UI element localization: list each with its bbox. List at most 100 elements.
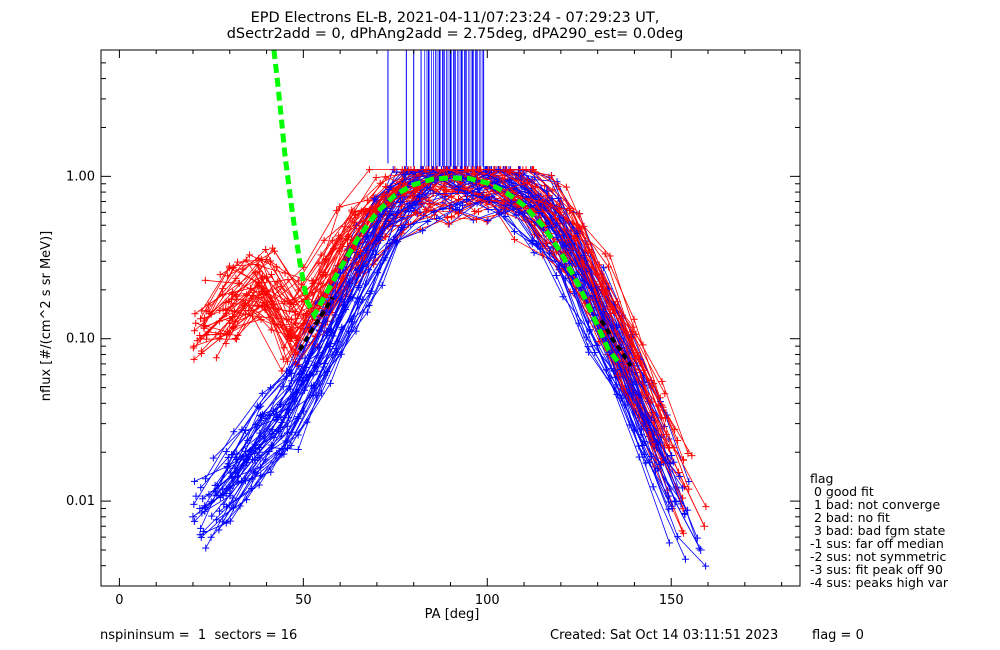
trace-point <box>332 344 340 352</box>
trace-point <box>254 302 262 310</box>
trace-point <box>397 198 405 206</box>
legend-item-fit-peak-off-90: -3 sus: fit peak off 90 <box>810 562 943 577</box>
trace-point <box>441 179 449 187</box>
trace-point <box>685 478 693 486</box>
trace-point <box>279 383 287 391</box>
core-fit-curve <box>297 296 335 352</box>
trace-point <box>308 277 316 285</box>
trace-point <box>595 338 603 346</box>
trace-point <box>322 255 330 263</box>
trace-point <box>320 269 328 277</box>
trace-point <box>411 208 419 216</box>
data-point-fit_blue <box>696 545 705 554</box>
pitch-angle-traces <box>188 166 710 570</box>
trace-point <box>642 390 650 398</box>
trace-point <box>640 366 648 374</box>
trace-point <box>298 281 306 289</box>
trace-point <box>512 211 520 219</box>
trace-point <box>190 477 198 485</box>
legend-item-bad-fgm-state: 3 bad: bad fgm state <box>810 523 946 538</box>
trace-point <box>685 485 693 493</box>
trace-point <box>317 288 325 296</box>
trace-point <box>210 487 218 495</box>
core-fit-curve <box>599 319 633 368</box>
trace-point <box>494 166 502 174</box>
trace-point <box>349 294 357 302</box>
trace-point <box>531 183 539 191</box>
trace-point <box>679 484 687 492</box>
trace-point <box>215 317 223 325</box>
trace-point <box>453 166 461 174</box>
trace-point <box>679 529 687 537</box>
trace-point <box>425 196 433 204</box>
trace-point <box>222 331 230 339</box>
trace-point <box>515 169 523 177</box>
trace-point <box>283 316 291 324</box>
trace-point <box>365 166 373 174</box>
trace-point <box>226 517 234 525</box>
trace-point <box>198 509 206 517</box>
model-fit-curves <box>271 49 633 368</box>
trace-point <box>600 264 608 272</box>
trace-point <box>201 507 209 515</box>
trace-point <box>666 460 674 468</box>
trace-point <box>248 456 256 464</box>
trace-point <box>235 279 243 287</box>
trace-point <box>356 248 364 256</box>
trace-point <box>256 444 264 452</box>
trace-point <box>555 266 563 274</box>
trace-point <box>635 453 643 461</box>
trace-point <box>294 431 302 439</box>
trace-point <box>313 367 321 375</box>
trace-point <box>422 208 430 216</box>
trace-point <box>284 405 292 413</box>
trace-point <box>246 251 254 259</box>
trace-point <box>222 448 230 456</box>
trace-point <box>238 426 246 434</box>
trace-point <box>469 192 477 200</box>
trace-point <box>534 191 542 199</box>
trace-point <box>440 191 448 199</box>
trace-point <box>565 260 573 268</box>
trace-point <box>242 427 250 435</box>
trace-point <box>635 442 643 450</box>
trace-point <box>231 468 239 476</box>
trace-point <box>579 258 587 266</box>
trace-point <box>190 500 198 508</box>
trace-point <box>695 544 703 552</box>
trace-point <box>501 202 509 210</box>
trace-point <box>455 183 463 191</box>
trace-point <box>258 389 266 397</box>
trace-point <box>402 171 410 179</box>
trace-point <box>295 286 303 294</box>
trace-point <box>317 280 325 288</box>
trace-point <box>232 274 240 282</box>
trace-point <box>190 342 198 350</box>
trace-point <box>298 377 306 385</box>
spin-trace <box>200 186 686 560</box>
trace-point <box>433 215 441 223</box>
trace-point <box>204 301 212 309</box>
trace-point <box>351 208 359 216</box>
trace-point <box>668 502 676 510</box>
trace-point <box>672 498 680 506</box>
trace-point <box>647 453 655 461</box>
trace-point <box>229 494 237 502</box>
trace-point <box>234 331 242 339</box>
x-tick-label: 50 <box>295 593 312 608</box>
trace-point <box>310 361 318 369</box>
trace-point <box>528 237 536 245</box>
trace-point <box>298 297 306 305</box>
trace-point <box>289 301 297 309</box>
trace-point <box>254 262 262 270</box>
y-tick-label: 1.00 <box>66 169 95 184</box>
trace-point <box>430 208 438 216</box>
trace-point <box>333 207 341 215</box>
trace-point <box>270 433 278 441</box>
trace-point <box>212 354 220 362</box>
footer-flag: flag = 0 <box>812 628 864 643</box>
trace-point <box>215 507 223 515</box>
trace-point <box>201 504 209 512</box>
trace-point <box>219 518 227 526</box>
